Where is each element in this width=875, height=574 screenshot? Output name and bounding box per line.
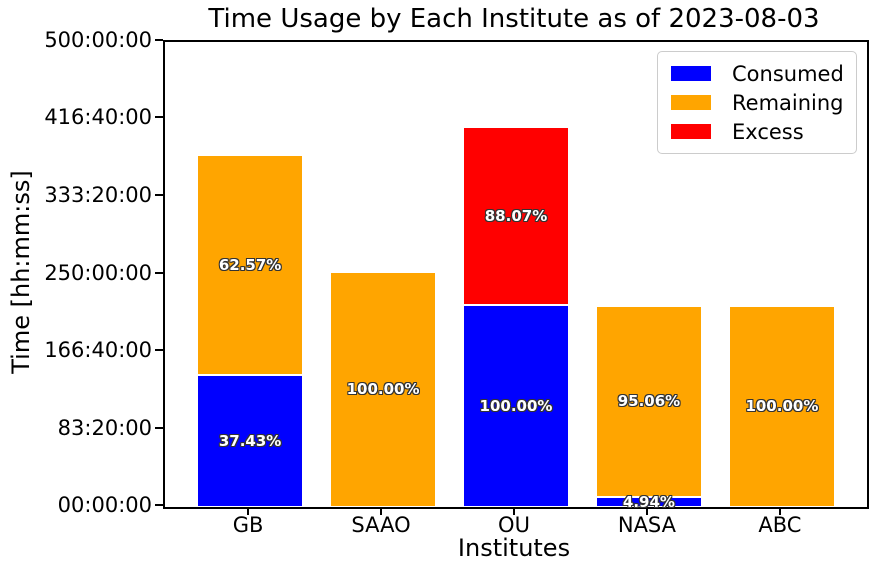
plot-area: 37.43% 62.57% 100.00% 100.00% 88.07% 4.94% 95.… <box>163 40 869 511</box>
bar-percentage-label-remaining-ABC: 100.00% <box>745 397 819 416</box>
x-axis-tick-label-SAAO: SAAO <box>351 513 411 537</box>
y-axis-tick <box>155 39 163 41</box>
y-axis-tick <box>155 348 163 351</box>
y-axis-tick <box>155 271 163 274</box>
x-axis-tick <box>247 507 250 515</box>
x-axis-tick-label-GB: GB <box>232 513 264 537</box>
legend-swatch-consumed <box>671 66 711 81</box>
bar-segment-consumed-GB <box>196 375 304 507</box>
bar-segment-remaining-NASA <box>595 305 703 498</box>
y-axis-tick <box>155 504 163 506</box>
legend-label-consumed: Consumed <box>732 61 844 86</box>
y-axis-tick-label: 166:40:00 <box>44 337 152 362</box>
x-axis-tick <box>513 507 515 515</box>
bar-segment-remaining-GB <box>196 154 304 376</box>
bar-segment-consumed-OU <box>462 305 570 507</box>
x-axis-label: Institutes <box>457 534 571 562</box>
bar-percentage-label-consumed-OU: 100.00% <box>479 397 553 416</box>
x-axis-tick <box>645 507 648 515</box>
bar-percentage-label-excess-OU: 88.07% <box>484 207 548 226</box>
x-axis-tick-label-NASA: NASA <box>617 513 677 537</box>
legend-item-remaining: Remaining <box>671 89 844 116</box>
y-axis-tick-label: 250:00:00 <box>44 260 152 285</box>
y-axis-tick-label: 416:40:00 <box>44 105 152 130</box>
legend: Consumed Remaining Excess <box>657 51 857 154</box>
bar-segment-consumed-NASA <box>595 497 703 507</box>
y-axis-tick-label: 83:20:00 <box>57 415 152 440</box>
x-axis-tick-label-OU: OU <box>498 513 530 537</box>
legend-label-remaining: Remaining <box>732 90 844 115</box>
y-axis-tick-label: 333:20:00 <box>44 183 152 207</box>
x-axis-tick <box>778 507 781 515</box>
bar-segment-remaining-SAAO <box>329 271 437 507</box>
bar-percentage-label-consumed-NASA: 4.94% <box>622 493 675 512</box>
bar-percentage-label-consumed-GB: 37.43% <box>218 432 282 451</box>
y-axis-tick-label: 00:00:00 <box>57 493 152 517</box>
x-axis-tick-label-ABC: ABC <box>758 513 802 537</box>
y-axis-tick <box>155 426 163 429</box>
bar-percentage-label-remaining-NASA: 95.06% <box>617 392 681 411</box>
legend-item-excess: Excess <box>671 118 843 145</box>
x-axis-tick <box>380 507 383 515</box>
bar-segment-excess-OU <box>462 127 570 306</box>
y-axis-tick <box>155 116 163 119</box>
y-axis-tick <box>155 194 163 196</box>
legend-item-consumed: Consumed <box>671 60 844 87</box>
chart-title: Time Usage by Each Institute as of 2023-… <box>208 4 820 34</box>
bar-segment-remaining-ABC <box>728 305 836 507</box>
bar-percentage-label-remaining-GB: 62.57% <box>218 255 282 274</box>
legend-swatch-remaining <box>671 95 711 110</box>
legend-swatch-excess <box>671 124 711 139</box>
legend-label-excess: Excess <box>732 119 804 144</box>
bar-percentage-label-remaining-SAAO: 100.00% <box>346 380 420 399</box>
y-axis-tick-label: 500:00:00 <box>44 28 152 52</box>
